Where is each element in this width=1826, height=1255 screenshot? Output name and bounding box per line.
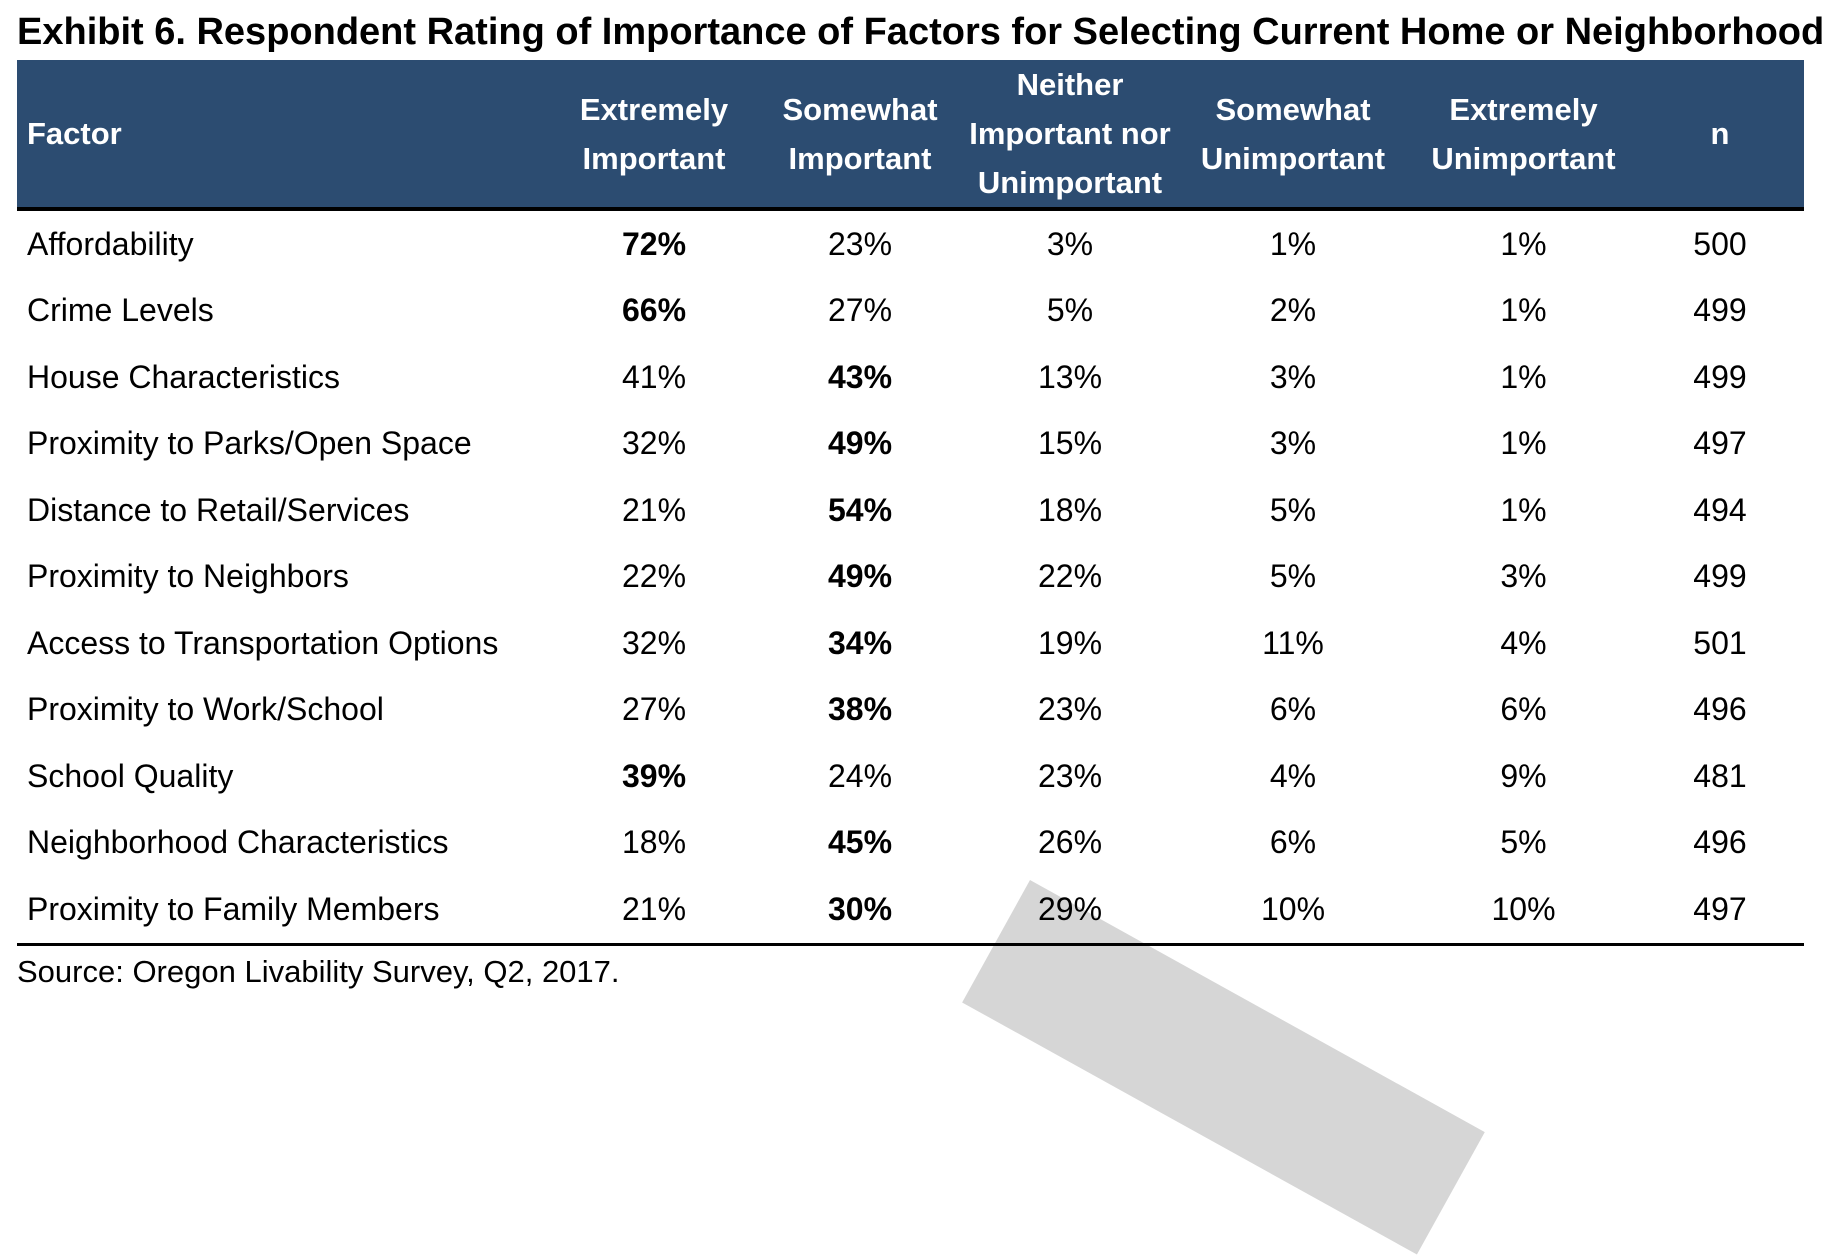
cell-somewhat-unimportant: 3% bbox=[1269, 358, 1317, 395]
cell-extremely-important: 21% bbox=[621, 491, 687, 528]
cell-factor: Neighborhood Characteristics bbox=[27, 824, 449, 861]
cell-factor: Affordability bbox=[27, 225, 194, 262]
cell-extremely-unimportant: 1% bbox=[1500, 425, 1547, 462]
cell-somewhat-important: 38% bbox=[827, 691, 893, 728]
cell-extremely-unimportant: 1% bbox=[1500, 358, 1547, 395]
table-row: School Quality 39% 24% 23% 4% 9% 481 bbox=[17, 743, 1804, 810]
cell-neither: 23% bbox=[1037, 691, 1103, 728]
table-row: Affordability 72% 23% 3% 1% 1% 500 bbox=[17, 209, 1804, 278]
cell-extremely-unimportant: 9% bbox=[1500, 757, 1547, 794]
cell-somewhat-unimportant: 2% bbox=[1269, 292, 1317, 329]
cell-factor: House Characteristics bbox=[27, 358, 340, 395]
cell-somewhat-important: 23% bbox=[827, 225, 893, 262]
cell-extremely-important: 32% bbox=[621, 425, 687, 462]
cell-somewhat-important: 30% bbox=[755, 876, 965, 946]
cell-extremely-important: 66% bbox=[621, 292, 687, 329]
table-header-row: Factor Extremely Important Somewhat Impo… bbox=[17, 60, 1804, 211]
cell-neither: 18% bbox=[1037, 491, 1103, 528]
cell-n: 496 bbox=[1693, 824, 1747, 861]
cell-somewhat-important: 45% bbox=[827, 824, 893, 861]
table-row: Distance to Retail/Services 21% 54% 18% 5% 1%… bbox=[17, 477, 1804, 544]
table-row: House Characteristics 41% 43% 13% 3% 1% 499 bbox=[17, 344, 1804, 411]
cell-somewhat-important: 34% bbox=[827, 624, 893, 661]
cell-extremely-unimportant: 10% bbox=[1411, 876, 1636, 946]
ratings-table: Factor Extremely Important Somewhat Impo… bbox=[17, 60, 1804, 946]
table-row: Crime Levels 66% 27% 5% 2% 1% 499 bbox=[17, 278, 1804, 345]
header-somewhat-important: Somewhat Important bbox=[755, 60, 965, 211]
cell-neither: 23% bbox=[1037, 757, 1103, 794]
cell-n: 496 bbox=[1693, 691, 1747, 728]
cell-n: 499 bbox=[1693, 358, 1747, 395]
cell-somewhat-important: 27% bbox=[827, 292, 893, 329]
cell-somewhat-unimportant: 3% bbox=[1269, 425, 1317, 462]
cell-neither: 5% bbox=[1046, 292, 1094, 329]
cell-n: 499 bbox=[1693, 558, 1747, 595]
cell-extremely-unimportant: 3% bbox=[1500, 558, 1547, 595]
cell-n: 497 bbox=[1693, 425, 1747, 462]
cell-neither: 29% bbox=[965, 876, 1175, 946]
cell-somewhat-important: 49% bbox=[827, 558, 893, 595]
cell-extremely-important: 18% bbox=[621, 824, 687, 861]
header-neither: Neither Important nor Unimportant bbox=[965, 60, 1175, 211]
cell-somewhat-unimportant: 6% bbox=[1269, 824, 1317, 861]
table-row: Proximity to Parks/Open Space 32% 49% 15% 3%… bbox=[17, 411, 1804, 478]
cell-somewhat-unimportant: 1% bbox=[1269, 225, 1317, 262]
table-row: Access to Transportation Options 32% 34% 19… bbox=[17, 610, 1804, 677]
cell-factor: Proximity to Neighbors bbox=[27, 558, 349, 595]
cell-somewhat-unimportant: 6% bbox=[1269, 691, 1317, 728]
header-n: n bbox=[1636, 60, 1804, 211]
cell-extremely-important: 27% bbox=[621, 691, 687, 728]
cell-neither: 19% bbox=[1037, 624, 1103, 661]
cell-somewhat-important: 24% bbox=[827, 757, 893, 794]
cell-n: 500 bbox=[1693, 225, 1747, 262]
cell-somewhat-unimportant: 5% bbox=[1269, 491, 1317, 528]
cell-extremely-unimportant: 1% bbox=[1500, 491, 1547, 528]
cell-somewhat-important: 43% bbox=[827, 358, 893, 395]
cell-n: 499 bbox=[1693, 292, 1747, 329]
cell-neither: 22% bbox=[1037, 558, 1103, 595]
cell-factor: Access to Transportation Options bbox=[27, 624, 499, 661]
cell-factor: Distance to Retail/Services bbox=[27, 491, 410, 528]
cell-factor: Crime Levels bbox=[27, 292, 214, 329]
cell-somewhat-unimportant: 10% bbox=[1175, 876, 1411, 946]
cell-neither: 26% bbox=[1037, 824, 1103, 861]
cell-extremely-unimportant: 1% bbox=[1500, 292, 1547, 329]
cell-extremely-unimportant: 1% bbox=[1500, 225, 1547, 262]
cell-extremely-important: 21% bbox=[553, 876, 755, 946]
cell-extremely-important: 41% bbox=[621, 358, 687, 395]
cell-extremely-unimportant: 5% bbox=[1500, 824, 1547, 861]
cell-somewhat-important: 49% bbox=[827, 425, 893, 462]
cell-extremely-important: 32% bbox=[621, 624, 687, 661]
header-extremely-unimportant: Extremely Unimportant bbox=[1411, 60, 1636, 211]
cell-somewhat-important: 54% bbox=[827, 491, 893, 528]
header-somewhat-unimportant: Somewhat Unimportant bbox=[1175, 60, 1411, 211]
cell-extremely-important: 22% bbox=[621, 558, 687, 595]
cell-somewhat-unimportant: 4% bbox=[1269, 757, 1317, 794]
cell-somewhat-unimportant: 5% bbox=[1269, 558, 1317, 595]
table-row: Proximity to Family Members 21% 30% 29% 10% 1… bbox=[17, 876, 1804, 946]
header-factor: Factor bbox=[17, 60, 553, 211]
cell-n: 497 bbox=[1636, 876, 1804, 946]
source-note: Source: Oregon Livability Survey, Q2, 20… bbox=[17, 954, 620, 989]
cell-neither: 15% bbox=[1037, 425, 1103, 462]
cell-neither: 13% bbox=[1037, 358, 1103, 395]
cell-extremely-unimportant: 4% bbox=[1500, 624, 1547, 661]
cell-factor: Proximity to Work/School bbox=[27, 691, 384, 728]
exhibit-title: Exhibit 6. Respondent Rating of Importan… bbox=[17, 11, 1825, 53]
cell-extremely-important: 39% bbox=[621, 757, 687, 794]
cell-neither: 3% bbox=[1046, 225, 1094, 262]
cell-extremely-important: 72% bbox=[621, 225, 687, 262]
cell-n: 481 bbox=[1693, 757, 1747, 794]
table-row: Proximity to Work/School 27% 38% 23% 6% 6% 496 bbox=[17, 677, 1804, 744]
cell-factor: Proximity to Family Members bbox=[17, 876, 553, 946]
table-row: Neighborhood Characteristics 18% 45% 26% 6% 5… bbox=[17, 810, 1804, 877]
cell-factor: Proximity to Parks/Open Space bbox=[27, 425, 472, 462]
cell-n: 501 bbox=[1693, 624, 1747, 661]
table-row: Proximity to Neighbors 22% 49% 22% 5% 3% 499 bbox=[17, 544, 1804, 611]
cell-somewhat-unimportant: 11% bbox=[1262, 624, 1324, 661]
cell-extremely-unimportant: 6% bbox=[1500, 691, 1547, 728]
cell-factor: School Quality bbox=[27, 757, 234, 794]
cell-n: 494 bbox=[1693, 491, 1747, 528]
header-extremely-important: Extremely Important bbox=[553, 60, 755, 211]
